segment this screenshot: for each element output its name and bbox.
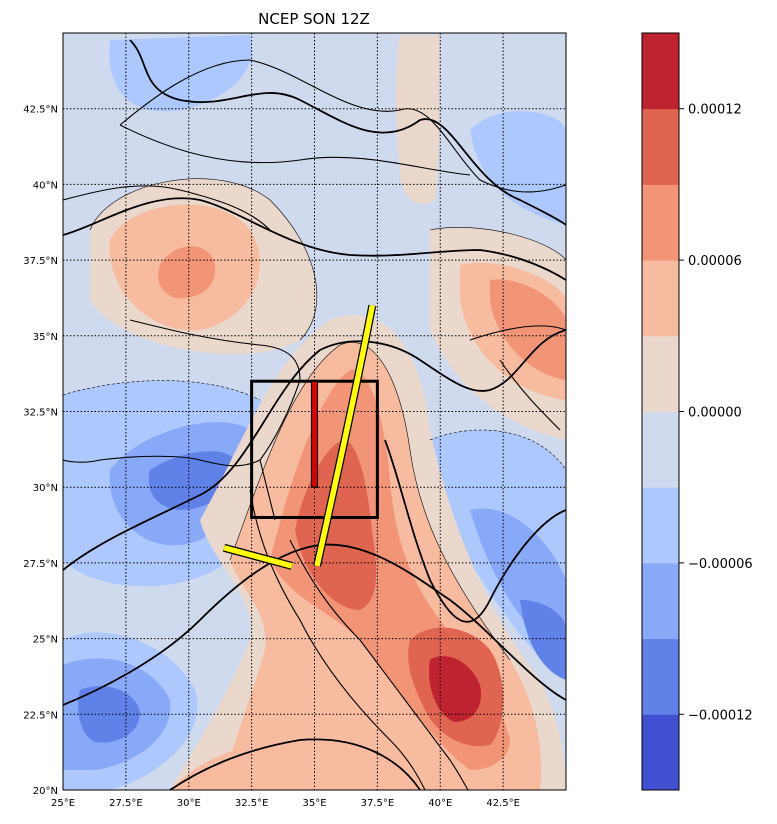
contour-positive-east-core <box>490 279 566 380</box>
lat-tick-label: 40°N <box>33 180 58 191</box>
contour-line-5 <box>429 227 566 261</box>
colorbar-segment <box>642 487 679 564</box>
red-bar <box>310 380 319 488</box>
contour-line-3 <box>229 342 511 661</box>
contour-lines <box>63 178 566 661</box>
lon-tick-label: 42.5°E <box>486 798 520 809</box>
colorbar-tick-label: −0.00012 <box>688 708 753 723</box>
colorbar-segment <box>642 260 679 337</box>
thick-contour-southeast <box>384 439 566 623</box>
contour-negative-northeast <box>470 111 566 225</box>
lat-tick-label: 32.5°N <box>23 408 58 419</box>
colorbar-segment <box>642 335 679 412</box>
contour-negative-east-core <box>520 600 566 680</box>
contour-positive-northeast-strip <box>396 35 440 204</box>
contour-positive-southwest-tongue <box>170 744 302 790</box>
lat-tick-label: 25°N <box>33 635 58 646</box>
thick-contour-mid <box>63 197 566 281</box>
lon-tick-label: 25°E <box>51 798 75 809</box>
colorbar-segment <box>642 33 679 110</box>
lon-tick-label: 30°E <box>177 798 201 809</box>
lat-ticks: 20°N 22.5°N 25°N 27.5°N 30°N 32.5°N 35°N 37.5°N… <box>23 105 58 797</box>
colorbar-segment <box>642 108 679 185</box>
coastline-red-sea-west <box>249 489 426 790</box>
thick-contour-lower <box>63 329 566 571</box>
colorbar-tick-label: 0.00012 <box>688 103 742 118</box>
lat-tick-label: 37.5°N <box>23 256 58 267</box>
colorbar-segment <box>642 714 679 791</box>
lon-tick-label: 40°E <box>428 798 452 809</box>
lon-tick-label: 32.5°E <box>235 798 269 809</box>
colorbar-segment <box>642 184 679 261</box>
contour-negative-north <box>109 35 252 112</box>
lat-tick-label: 20°N <box>33 786 58 797</box>
colorbar-segment <box>642 411 679 488</box>
lat-tick-label: 27.5°N <box>23 559 58 570</box>
colorbar-tick-label: 0.00000 <box>688 406 742 421</box>
lat-tick-label: 35°N <box>33 332 58 343</box>
coastline-red-sea-east <box>289 539 469 790</box>
colorbar-segment <box>642 562 679 640</box>
chart-title: NCEP SON 12Z <box>258 10 370 28</box>
contour-line-2 <box>63 380 261 401</box>
lon-tick-label: 37.5°E <box>361 798 395 809</box>
contour-positive-south-core <box>429 656 481 722</box>
lon-tick-label: 35°E <box>302 798 326 809</box>
coastline-turkey-south <box>63 185 301 381</box>
colorbar: −0.00012 −0.00006 0.00000 0.00006 0.00012 <box>641 32 753 791</box>
lon-ticks: 25°E 27.5°E 30°E 32.5°E 35°E 37.5°E 40°E 42.5°E <box>51 798 520 809</box>
coastline-arabia <box>469 325 566 431</box>
contour-positive-aegean-core <box>158 246 216 299</box>
coastline-sinai <box>259 459 276 521</box>
map-frame <box>62 32 567 791</box>
lat-tick-label: 30°N <box>33 483 58 494</box>
overlay-features <box>222 304 379 570</box>
coastline-levant <box>63 379 301 467</box>
lat-tick-label: 42.5°N <box>23 105 58 116</box>
yellow-bar <box>223 545 293 569</box>
lon-tick-label: 27.5°E <box>109 798 143 809</box>
yellow-arc <box>314 304 376 567</box>
colorbar-tick-label: −0.00006 <box>688 557 753 572</box>
contour-line-1 <box>89 178 318 341</box>
thick-contour-bottom <box>169 738 421 790</box>
thick-contour-north <box>129 39 566 226</box>
colorbar-tick-label: 0.00006 <box>688 254 742 269</box>
colorbar-segment <box>642 638 679 715</box>
lat-tick-label: 22.5°N <box>23 710 58 721</box>
